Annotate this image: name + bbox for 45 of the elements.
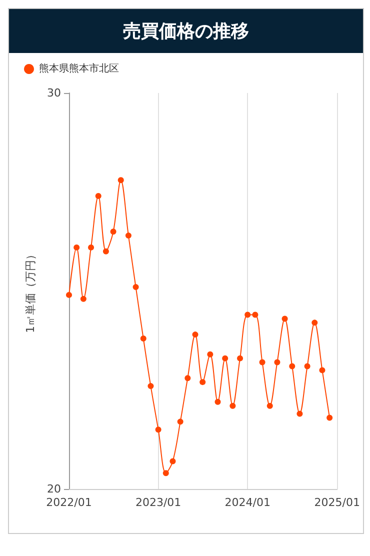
point: [252, 312, 258, 318]
point: [296, 410, 303, 417]
point: [289, 363, 296, 370]
point: [326, 414, 333, 421]
point: [132, 284, 139, 290]
x-tick-label: 2025/01: [314, 496, 360, 509]
chart-title: 売買価格の推移: [9, 9, 363, 53]
point: [95, 192, 102, 199]
point: [102, 248, 109, 254]
point: [237, 355, 244, 362]
point: [140, 336, 146, 342]
point: [80, 296, 86, 302]
point: [118, 177, 124, 184]
point: [244, 312, 251, 318]
point: [170, 458, 176, 464]
point: [184, 375, 191, 382]
x-tick-label: 2023/01: [135, 496, 182, 509]
point: [274, 359, 280, 366]
point: [162, 470, 169, 476]
x-tick-label: 2024/01: [224, 496, 270, 509]
point: [266, 402, 273, 409]
legend-label: 熊本県熊本市北区: [39, 62, 119, 74]
point: [192, 332, 198, 338]
y-tick-label: 30: [47, 86, 61, 100]
point: [66, 292, 72, 298]
point: [319, 367, 326, 374]
point: [177, 418, 184, 425]
point: [88, 244, 94, 250]
point: [222, 355, 228, 362]
point: [259, 359, 266, 366]
point: [312, 320, 318, 326]
point: [74, 244, 80, 250]
y-axis-title: 1㎡単価（万円）: [24, 249, 38, 333]
point: [125, 232, 132, 239]
point: [230, 402, 236, 409]
point: [200, 379, 206, 386]
point: [304, 363, 310, 370]
point: [214, 398, 221, 405]
point: [282, 316, 288, 322]
point: [148, 383, 154, 390]
y-tick-label: 20: [47, 482, 61, 496]
point: [207, 351, 214, 358]
point: [155, 426, 162, 433]
point: [110, 228, 116, 235]
x-tick-label: 2022/01: [46, 496, 92, 509]
